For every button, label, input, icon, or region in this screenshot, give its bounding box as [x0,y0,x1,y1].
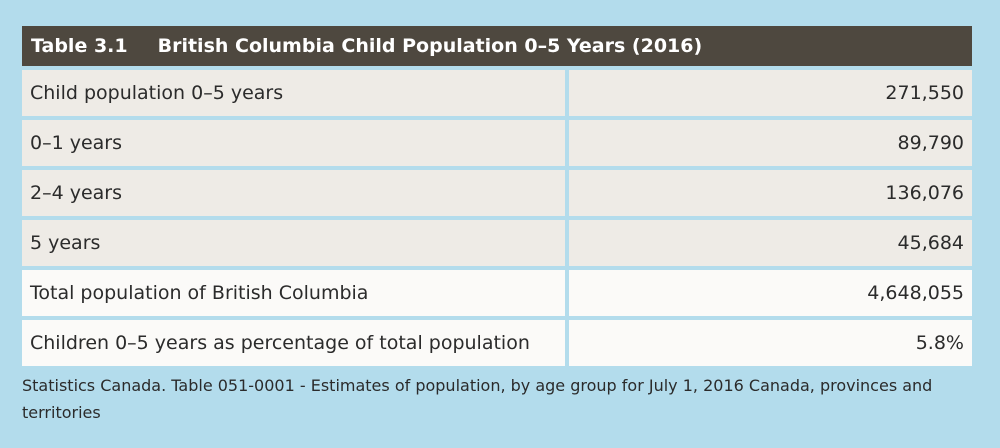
row-value: 5.8% [569,320,972,366]
row-label: Children 0–5 years as percentage of tota… [22,320,565,366]
table-container: Table 3.1 British Columbia Child Populat… [22,26,972,366]
row-label: 0–1 years [22,120,565,166]
population-table: Child population 0–5 years 271,550 0–1 y… [22,70,972,366]
row-value: 271,550 [569,70,972,116]
table-title: British Columbia Child Population 0–5 Ye… [157,35,703,57]
row-label: Total population of British Columbia [22,270,565,316]
row-value: 89,790 [569,120,972,166]
row-label: 5 years [22,220,565,266]
row-label: 2–4 years [22,170,565,216]
row-value: 136,076 [569,170,972,216]
table-row: Total population of British Columbia 4,6… [22,270,972,316]
table-title-bar: Table 3.1 British Columbia Child Populat… [22,26,972,66]
table-number: Table 3.1 [31,35,128,57]
row-value: 45,684 [569,220,972,266]
row-label: Child population 0–5 years [22,70,565,116]
table-row: Children 0–5 years as percentage of tota… [22,320,972,366]
table-row: 0–1 years 89,790 [22,120,972,166]
table-row: 2–4 years 136,076 [22,170,972,216]
row-value: 4,648,055 [569,270,972,316]
table-row: Child population 0–5 years 271,550 [22,70,972,116]
source-note: Statistics Canada. Table 051-0001 - Esti… [22,376,933,422]
table-row: 5 years 45,684 [22,220,972,266]
